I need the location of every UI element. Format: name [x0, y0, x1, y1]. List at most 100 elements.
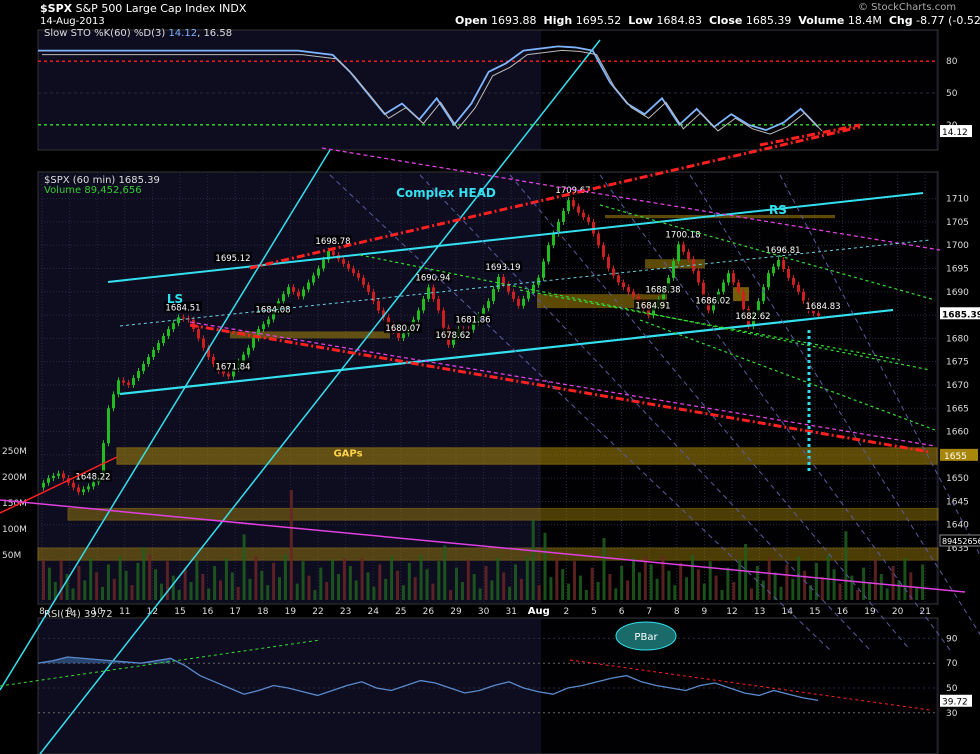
volume-bar [112, 578, 116, 600]
volume-bar [348, 566, 352, 600]
candle-body [312, 275, 315, 283]
volume-bar [732, 582, 736, 600]
volume-bar [366, 572, 370, 600]
volume-bar [390, 556, 394, 600]
volume-bar [915, 586, 919, 600]
red-lower-line [189, 323, 931, 454]
x-tick-label: 25 [395, 607, 406, 617]
support-zone-low [37, 547, 939, 561]
candle-body [327, 250, 330, 260]
candle-body [207, 347, 210, 358]
x-tick-label: 24 [367, 607, 379, 617]
x-tick-label: 2 [564, 607, 570, 617]
x-tick-label: 19 [864, 607, 876, 617]
volume-bar [136, 562, 140, 600]
candle-body [362, 277, 365, 285]
price-point-label: 1680.07 [385, 324, 420, 334]
volume-bar [921, 564, 925, 600]
price-point-label: 1700.18 [665, 230, 700, 240]
volume-bar [502, 572, 506, 600]
volume-bar [555, 554, 559, 600]
volume-bar [868, 582, 871, 600]
candle-body [352, 268, 355, 274]
x-tick-label: 16 [837, 607, 849, 617]
volume-bar [101, 586, 104, 600]
candle-body [92, 482, 95, 487]
volume-bar [106, 564, 110, 600]
price-label-bg [164, 301, 202, 313]
candle-body [497, 276, 500, 290]
candle-body [202, 338, 205, 348]
volume-bar [478, 588, 482, 600]
volume-bar [720, 590, 724, 600]
candle-body [767, 273, 770, 288]
price-tick-label: 1635 [946, 544, 969, 554]
price-label-bg [454, 313, 492, 325]
candle-body [147, 357, 150, 365]
candle-body [222, 371, 225, 374]
volume-bar [396, 570, 399, 600]
candle-body [52, 475, 55, 479]
candle-body [307, 282, 310, 290]
august-shade [541, 173, 936, 603]
volume-bar [89, 558, 93, 600]
volume-bar [490, 580, 494, 600]
candle-body [247, 347, 250, 355]
volume-bar [856, 590, 860, 600]
x-tick-label: 22 [312, 607, 323, 617]
volume-bar [272, 562, 276, 600]
green-dash-3 [519, 289, 901, 361]
volume-bar [525, 556, 529, 600]
price-label-bg [694, 294, 732, 306]
volume-bar [832, 569, 836, 600]
candle-body [257, 329, 260, 339]
candle-body [372, 291, 375, 302]
volume-bar [413, 577, 417, 600]
complex-head-label: Complex HEAD [396, 186, 496, 200]
volume-bar [407, 562, 411, 600]
candle-body [507, 284, 510, 292]
volume-bar [767, 558, 771, 600]
candle-body [72, 482, 75, 488]
candle-body [682, 244, 685, 252]
x-tick-label: 16 [202, 607, 214, 617]
x-tick-label: 12 [726, 607, 737, 617]
x-tick-label: 26 [423, 607, 435, 617]
volume-bar [77, 566, 81, 600]
cyan-uptrend-2 [39, 39, 601, 754]
candle-body [367, 284, 370, 292]
x-tick-label: 12 [147, 607, 158, 617]
candle-body [292, 287, 295, 292]
volume-bar [590, 567, 594, 600]
price-tick-label: 1645 [946, 497, 969, 507]
gap-price-label: 1655 [944, 452, 967, 462]
volume-bar [283, 554, 287, 600]
volume-bar [230, 572, 234, 600]
volume-bar [809, 585, 812, 600]
candle-body [572, 200, 575, 207]
volume-bar [761, 580, 765, 600]
gray-fan-line [509, 174, 911, 651]
cyan-upper-channel [107, 192, 924, 283]
x-tick-label: 15 [174, 607, 185, 617]
candle-body [552, 233, 555, 246]
rsi-legend: RSI(14) 39.72 [44, 609, 113, 620]
candle-body [487, 301, 490, 309]
candle-body [742, 291, 745, 309]
volume-bar [95, 572, 99, 600]
volume-bar [160, 583, 163, 600]
volume-bar [602, 538, 606, 600]
volume-bar [460, 582, 464, 600]
sto-k-line [38, 45, 819, 132]
candle-body [47, 478, 50, 483]
candle-body [442, 310, 445, 328]
volume-bar [295, 583, 299, 600]
candle-body [797, 284, 800, 292]
rsi-tick-label: 30 [946, 709, 958, 719]
volume-bar [354, 580, 358, 600]
price-tick-label: 1650 [946, 474, 969, 484]
price-tick-label: 1700 [946, 241, 969, 251]
candle-body [267, 319, 270, 325]
candle-body [757, 301, 760, 314]
